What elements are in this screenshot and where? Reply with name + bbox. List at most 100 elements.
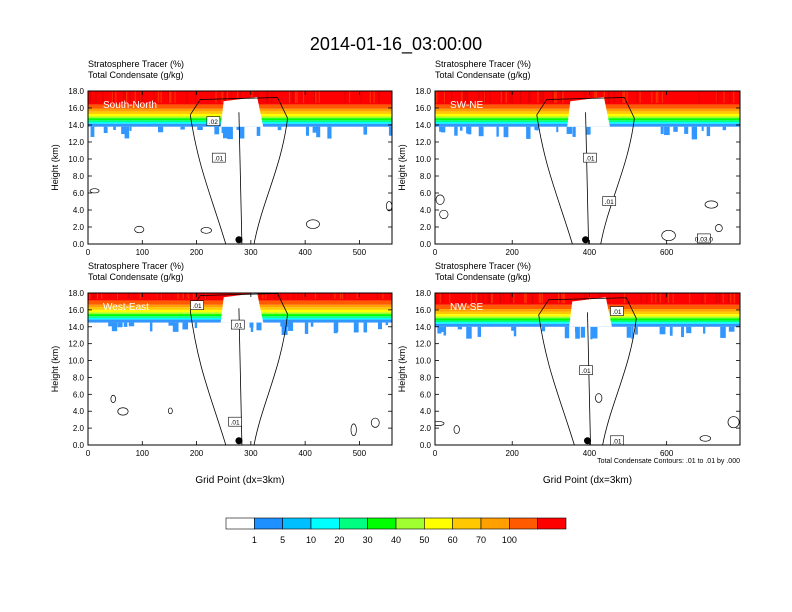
location-marker [235, 236, 243, 244]
tracer-streak [733, 91, 735, 103]
colorbar: 1 5 10 20 30 40 50 60 70 100 [225, 517, 567, 545]
tracer-dip [691, 126, 698, 140]
condensate-contour [189, 310, 227, 445]
tracer-streak [197, 293, 199, 299]
tracer-dip [439, 126, 442, 132]
tracer-streak [444, 91, 446, 103]
tracer-streak [266, 91, 268, 103]
tracer-dip [556, 126, 559, 133]
tracer-dip [635, 326, 638, 335]
tracer-streak [560, 91, 562, 103]
contour-label: .01 [193, 303, 202, 310]
contour-label: .02 [209, 119, 218, 126]
tracer-dip [684, 126, 689, 134]
section-name: West-East [103, 302, 149, 313]
tracer-streak [96, 293, 99, 299]
y-tick-label: 2.0 [420, 424, 432, 433]
condensate-contour [435, 421, 445, 426]
panel-variable-label: Stratosphere Tracer (%) [88, 261, 184, 271]
tracer-dip [333, 322, 338, 334]
tracer-streak [141, 91, 143, 103]
panel-plot-area: .01 .01 .01 [88, 293, 392, 445]
tracer-streak [655, 293, 657, 304]
tracer-streak [478, 293, 480, 304]
tracer-streak [101, 293, 103, 299]
x-tick-label: 100 [136, 449, 150, 458]
tracer-dip [149, 322, 153, 332]
tracer-streak [205, 293, 208, 299]
tracer-streak [341, 293, 344, 299]
tracer-streak [478, 91, 480, 103]
plot-frame [434, 90, 741, 245]
y-axis-label: Height (km) [397, 346, 407, 393]
tracer-streak [562, 91, 564, 103]
tracer-dip [459, 126, 463, 131]
tracer-dip [388, 126, 392, 136]
tracer-dip [526, 126, 531, 139]
colorbar-tick-label: 70 [476, 535, 486, 545]
x-tick-label: 400 [583, 248, 597, 257]
tracer-streak [524, 293, 526, 304]
tracer-dip [277, 126, 282, 131]
tracer-streak [554, 91, 556, 103]
y-tick-label: 14.0 [68, 121, 84, 130]
tracer-dip [454, 126, 458, 136]
tracer-streak [561, 293, 563, 304]
contour-label-box [579, 365, 593, 375]
y-tick-label: 14.0 [415, 121, 431, 130]
tracer-streak [356, 293, 358, 299]
tracer-streak [223, 91, 225, 103]
tracer-dip [108, 322, 113, 327]
tracer-streak [736, 293, 738, 304]
tracer-streak [512, 293, 514, 304]
tracer-streak [482, 91, 484, 103]
tracer-streak [192, 293, 195, 299]
y-tick-label: 8.0 [420, 172, 432, 181]
tracer-dip [377, 322, 382, 330]
tracer-streak [273, 293, 275, 299]
panel-variable-label: Stratosphere Tracer (%) [435, 261, 531, 271]
tracer-dip [304, 322, 309, 334]
colorbar-swatch [480, 517, 510, 530]
tracer-streak [689, 293, 691, 304]
y-tick-label: 6.0 [420, 390, 432, 399]
tracer-streak [191, 293, 193, 299]
tracer-streak [237, 91, 239, 103]
colorbar-tick-label: 30 [363, 535, 373, 545]
tracer-dip [222, 126, 228, 139]
tracer-dip [182, 322, 189, 330]
tracer-streak [128, 293, 130, 299]
colorbar-swatch [537, 517, 567, 530]
tracer-streak [489, 91, 491, 103]
tracer-streak [302, 91, 305, 103]
y-tick-label: 14.0 [415, 323, 431, 332]
contour-label: .01 [585, 156, 594, 163]
tracer-streak [463, 91, 465, 103]
tracer-dip [664, 126, 670, 136]
contour-label: 0.03.0 [695, 236, 713, 243]
tracer-streak [271, 91, 273, 103]
contour-label-box [211, 152, 226, 163]
y-tick-label: 0.0 [420, 441, 432, 450]
tracer-streak [542, 91, 544, 103]
condensate-contour [253, 118, 288, 244]
tracer-streak [204, 293, 206, 299]
tracer-streak [520, 91, 522, 103]
tracer-streak [182, 293, 184, 299]
tracer-streak [525, 293, 527, 304]
tracer-dip [90, 126, 95, 137]
panel-variable-label: Stratosphere Tracer (%) [435, 59, 531, 69]
x-tick-label: 400 [298, 248, 312, 257]
convective-column [569, 297, 612, 327]
tracer-streak [287, 91, 290, 103]
tracer-dip [440, 326, 447, 332]
tracer-streak [639, 91, 641, 103]
tracer-streak [470, 293, 472, 304]
tracer-streak [595, 91, 597, 103]
y-tick-label: 8.0 [73, 172, 85, 181]
tracer-streak [257, 293, 260, 299]
tracer-streak [500, 91, 502, 103]
tracer-streak [560, 293, 562, 304]
tracer-streak [487, 293, 489, 304]
tracer-streak [170, 91, 172, 103]
